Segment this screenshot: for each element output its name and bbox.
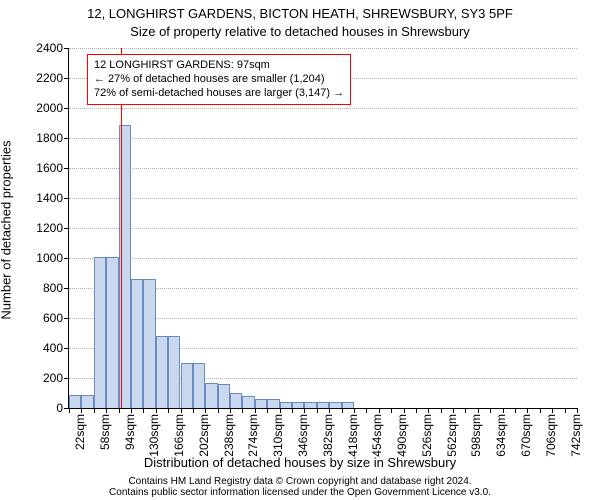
xtick-mark [366,408,367,413]
ytick-label: 1600 [36,161,69,175]
histogram-bar [81,395,93,409]
xtick-mark [119,408,120,413]
ytick-label: 1800 [36,131,69,145]
x-axis-label: Distribution of detached houses by size … [0,455,600,470]
xtick-mark [329,408,330,413]
chart-title-line1: 12, LONGHIRST GARDENS, BICTON HEATH, SHR… [0,6,600,21]
histogram-bar [205,383,217,409]
xtick-mark [193,408,194,413]
xtick-label: 598sqm [469,371,483,414]
xtick-mark [490,408,491,413]
ytick-label: 1000 [36,251,69,265]
xtick-mark [552,408,553,413]
histogram-bar [156,336,168,408]
xtick-mark [205,408,206,413]
xtick-mark [317,408,318,413]
xtick-label: 742sqm [569,371,583,414]
xtick-mark [503,408,504,413]
callout-line: 72% of semi-detached houses are larger (… [94,87,344,101]
xtick-mark [292,408,293,413]
footer-line1: Contains HM Land Registry data © Crown c… [0,476,600,487]
footer-attribution: Contains HM Land Registry data © Crown c… [0,476,600,498]
xtick-mark [342,408,343,413]
xtick-mark [478,408,479,413]
ytick-label: 600 [43,311,69,325]
xtick-mark [404,408,405,413]
xtick-mark [416,408,417,413]
xtick-mark [354,408,355,413]
xtick-mark [527,408,528,413]
xtick-label: 490sqm [395,371,409,414]
xtick-mark [453,408,454,413]
xtick-mark [218,408,219,413]
xtick-mark [441,408,442,413]
xtick-label: 670sqm [519,371,533,414]
xtick-mark [304,408,305,413]
xtick-mark [94,408,95,413]
xtick-mark [81,408,82,413]
xtick-mark [577,408,578,413]
ytick-label: 200 [43,371,69,385]
gridline [69,108,577,109]
gridline [69,138,577,139]
xtick-mark [280,408,281,413]
xtick-mark [515,408,516,413]
callout-box: 12 LONGHIRST GARDENS: 97sqm← 27% of deta… [87,54,351,105]
callout-line: 12 LONGHIRST GARDENS: 97sqm [94,59,344,73]
xtick-label: 634sqm [494,371,508,414]
xtick-label: 706sqm [544,371,558,414]
gridline [69,168,577,169]
gridline [69,48,577,49]
histogram-bar [329,402,341,408]
xtick-mark [540,408,541,413]
xtick-mark [69,408,70,413]
xtick-label: 418sqm [346,371,360,414]
xtick-mark [181,408,182,413]
xtick-mark [242,408,243,413]
histogram-bar [280,402,292,408]
xtick-mark [565,408,566,413]
histogram-bar [255,399,267,408]
ytick-label: 1400 [36,191,69,205]
xtick-mark [168,408,169,413]
xtick-mark [230,408,231,413]
xtick-mark [131,408,132,413]
plot-area: 0200400600800100012001400160018002000220… [68,48,577,409]
histogram-bar [304,402,316,408]
ytick-label: 1200 [36,221,69,235]
histogram-bar [230,393,242,408]
histogram-bar [181,363,193,408]
ytick-label: 0 [56,401,69,415]
histogram-bar [106,257,118,409]
gridline [69,258,577,259]
xtick-mark [391,408,392,413]
gridline [69,228,577,229]
xtick-mark [379,408,380,413]
ytick-label: 2400 [36,41,69,55]
ytick-label: 400 [43,341,69,355]
ytick-label: 2200 [36,71,69,85]
histogram-bar [131,279,143,408]
ytick-label: 2000 [36,101,69,115]
ytick-label: 800 [43,281,69,295]
xtick-mark [267,408,268,413]
chart-title-line2: Size of property relative to detached ho… [0,24,600,39]
chart-container: 12, LONGHIRST GARDENS, BICTON HEATH, SHR… [0,0,600,500]
xtick-label: 454sqm [370,371,384,414]
xtick-mark [143,408,144,413]
xtick-mark [106,408,107,413]
footer-line2: Contains public sector information licen… [0,487,600,498]
xtick-mark [156,408,157,413]
y-axis-label: Number of detached properties [0,140,14,319]
xtick-mark [428,408,429,413]
xtick-label: 526sqm [420,371,434,414]
xtick-label: 562sqm [445,371,459,414]
callout-line: ← 27% of detached houses are smaller (1,… [94,73,344,87]
xtick-mark [255,408,256,413]
xtick-mark [465,408,466,413]
gridline [69,198,577,199]
